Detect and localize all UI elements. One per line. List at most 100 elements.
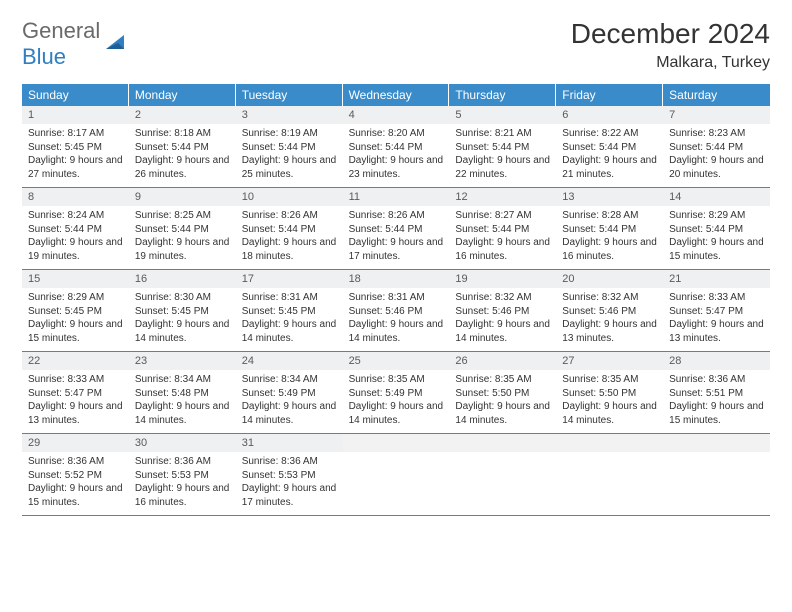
week-row: 29Sunrise: 8:36 AMSunset: 5:52 PMDayligh… [22, 434, 770, 516]
day-header: Tuesday [236, 84, 343, 106]
daylight-text: Daylight: 9 hours and 16 minutes. [562, 236, 657, 263]
day-header: Monday [129, 84, 236, 106]
sunset-text: Sunset: 5:45 PM [28, 305, 123, 319]
daylight-text: Daylight: 9 hours and 17 minutes. [242, 482, 337, 509]
day-body: Sunrise: 8:32 AMSunset: 5:46 PMDaylight:… [556, 291, 663, 345]
day-body: Sunrise: 8:33 AMSunset: 5:47 PMDaylight:… [663, 291, 770, 345]
daylight-text: Daylight: 9 hours and 15 minutes. [28, 482, 123, 509]
daylight-text: Daylight: 9 hours and 21 minutes. [562, 154, 657, 181]
day-cell: 11Sunrise: 8:26 AMSunset: 5:44 PMDayligh… [343, 188, 450, 269]
day-cell: 28Sunrise: 8:36 AMSunset: 5:51 PMDayligh… [663, 352, 770, 433]
week-row: 15Sunrise: 8:29 AMSunset: 5:45 PMDayligh… [22, 270, 770, 352]
day-cell: 13Sunrise: 8:28 AMSunset: 5:44 PMDayligh… [556, 188, 663, 269]
day-body: Sunrise: 8:36 AMSunset: 5:53 PMDaylight:… [129, 455, 236, 509]
day-cell: 8Sunrise: 8:24 AMSunset: 5:44 PMDaylight… [22, 188, 129, 269]
day-body: Sunrise: 8:32 AMSunset: 5:46 PMDaylight:… [449, 291, 556, 345]
day-cell: 16Sunrise: 8:30 AMSunset: 5:45 PMDayligh… [129, 270, 236, 351]
sunset-text: Sunset: 5:44 PM [349, 141, 444, 155]
day-body: Sunrise: 8:36 AMSunset: 5:51 PMDaylight:… [663, 373, 770, 427]
calendar-grid: Sunday Monday Tuesday Wednesday Thursday… [22, 84, 770, 516]
day-number: 10 [236, 188, 343, 206]
day-number: 9 [129, 188, 236, 206]
sunrise-text: Sunrise: 8:35 AM [562, 373, 657, 387]
day-header: Sunday [22, 84, 129, 106]
daylight-text: Daylight: 9 hours and 14 minutes. [242, 318, 337, 345]
sunrise-text: Sunrise: 8:34 AM [135, 373, 230, 387]
month-title: December 2024 [571, 18, 770, 50]
sunrise-text: Sunrise: 8:33 AM [669, 291, 764, 305]
sunrise-text: Sunrise: 8:36 AM [135, 455, 230, 469]
day-cell: 1Sunrise: 8:17 AMSunset: 5:45 PMDaylight… [22, 106, 129, 187]
day-number: 27 [556, 352, 663, 370]
sunrise-text: Sunrise: 8:22 AM [562, 127, 657, 141]
day-body: Sunrise: 8:22 AMSunset: 5:44 PMDaylight:… [556, 127, 663, 181]
day-cell: 9Sunrise: 8:25 AMSunset: 5:44 PMDaylight… [129, 188, 236, 269]
sunset-text: Sunset: 5:44 PM [669, 141, 764, 155]
sunrise-text: Sunrise: 8:26 AM [349, 209, 444, 223]
day-body: Sunrise: 8:35 AMSunset: 5:50 PMDaylight:… [449, 373, 556, 427]
day-body: Sunrise: 8:23 AMSunset: 5:44 PMDaylight:… [663, 127, 770, 181]
day-body: Sunrise: 8:27 AMSunset: 5:44 PMDaylight:… [449, 209, 556, 263]
day-number: 25 [343, 352, 450, 370]
day-number: 19 [449, 270, 556, 288]
day-cell: 12Sunrise: 8:27 AMSunset: 5:44 PMDayligh… [449, 188, 556, 269]
daylight-text: Daylight: 9 hours and 19 minutes. [28, 236, 123, 263]
sunset-text: Sunset: 5:53 PM [242, 469, 337, 483]
day-number: 5 [449, 106, 556, 124]
day-cell: 2Sunrise: 8:18 AMSunset: 5:44 PMDaylight… [129, 106, 236, 187]
day-body: Sunrise: 8:31 AMSunset: 5:46 PMDaylight:… [343, 291, 450, 345]
day-number: 6 [556, 106, 663, 124]
logo-text: General Blue [22, 18, 100, 70]
day-number: 13 [556, 188, 663, 206]
day-cell: 20Sunrise: 8:32 AMSunset: 5:46 PMDayligh… [556, 270, 663, 351]
day-number: 1 [22, 106, 129, 124]
day-cell: 31Sunrise: 8:36 AMSunset: 5:53 PMDayligh… [236, 434, 343, 515]
sunrise-text: Sunrise: 8:36 AM [242, 455, 337, 469]
sunset-text: Sunset: 5:51 PM [669, 387, 764, 401]
day-cell: 15Sunrise: 8:29 AMSunset: 5:45 PMDayligh… [22, 270, 129, 351]
sunset-text: Sunset: 5:47 PM [28, 387, 123, 401]
logo-part1: General [22, 18, 100, 43]
sunset-text: Sunset: 5:53 PM [135, 469, 230, 483]
day-cell [556, 434, 663, 515]
day-number: 4 [343, 106, 450, 124]
sunset-text: Sunset: 5:44 PM [349, 223, 444, 237]
day-cell: 27Sunrise: 8:35 AMSunset: 5:50 PMDayligh… [556, 352, 663, 433]
day-number: 16 [129, 270, 236, 288]
day-body: Sunrise: 8:36 AMSunset: 5:53 PMDaylight:… [236, 455, 343, 509]
sunset-text: Sunset: 5:45 PM [135, 305, 230, 319]
daylight-text: Daylight: 9 hours and 14 minutes. [349, 318, 444, 345]
daylight-text: Daylight: 9 hours and 17 minutes. [349, 236, 444, 263]
daylight-text: Daylight: 9 hours and 23 minutes. [349, 154, 444, 181]
sunset-text: Sunset: 5:44 PM [135, 223, 230, 237]
sunrise-text: Sunrise: 8:29 AM [28, 291, 123, 305]
sunrise-text: Sunrise: 8:23 AM [669, 127, 764, 141]
daylight-text: Daylight: 9 hours and 22 minutes. [455, 154, 550, 181]
day-body: Sunrise: 8:19 AMSunset: 5:44 PMDaylight:… [236, 127, 343, 181]
day-body: Sunrise: 8:29 AMSunset: 5:45 PMDaylight:… [22, 291, 129, 345]
day-number: 26 [449, 352, 556, 370]
sunset-text: Sunset: 5:44 PM [669, 223, 764, 237]
sunset-text: Sunset: 5:44 PM [28, 223, 123, 237]
sunrise-text: Sunrise: 8:26 AM [242, 209, 337, 223]
sunrise-text: Sunrise: 8:28 AM [562, 209, 657, 223]
day-number: 23 [129, 352, 236, 370]
sunrise-text: Sunrise: 8:36 AM [28, 455, 123, 469]
sunrise-text: Sunrise: 8:31 AM [349, 291, 444, 305]
week-row: 22Sunrise: 8:33 AMSunset: 5:47 PMDayligh… [22, 352, 770, 434]
day-number: 29 [22, 434, 129, 452]
sunset-text: Sunset: 5:49 PM [242, 387, 337, 401]
daylight-text: Daylight: 9 hours and 25 minutes. [242, 154, 337, 181]
sunset-text: Sunset: 5:46 PM [562, 305, 657, 319]
sunrise-text: Sunrise: 8:17 AM [28, 127, 123, 141]
day-cell [663, 434, 770, 515]
daylight-text: Daylight: 9 hours and 20 minutes. [669, 154, 764, 181]
daylight-text: Daylight: 9 hours and 14 minutes. [455, 400, 550, 427]
day-body: Sunrise: 8:26 AMSunset: 5:44 PMDaylight:… [236, 209, 343, 263]
sunset-text: Sunset: 5:48 PM [135, 387, 230, 401]
day-cell: 29Sunrise: 8:36 AMSunset: 5:52 PMDayligh… [22, 434, 129, 515]
day-body: Sunrise: 8:18 AMSunset: 5:44 PMDaylight:… [129, 127, 236, 181]
daylight-text: Daylight: 9 hours and 19 minutes. [135, 236, 230, 263]
daylight-text: Daylight: 9 hours and 14 minutes. [135, 400, 230, 427]
sunset-text: Sunset: 5:44 PM [455, 141, 550, 155]
